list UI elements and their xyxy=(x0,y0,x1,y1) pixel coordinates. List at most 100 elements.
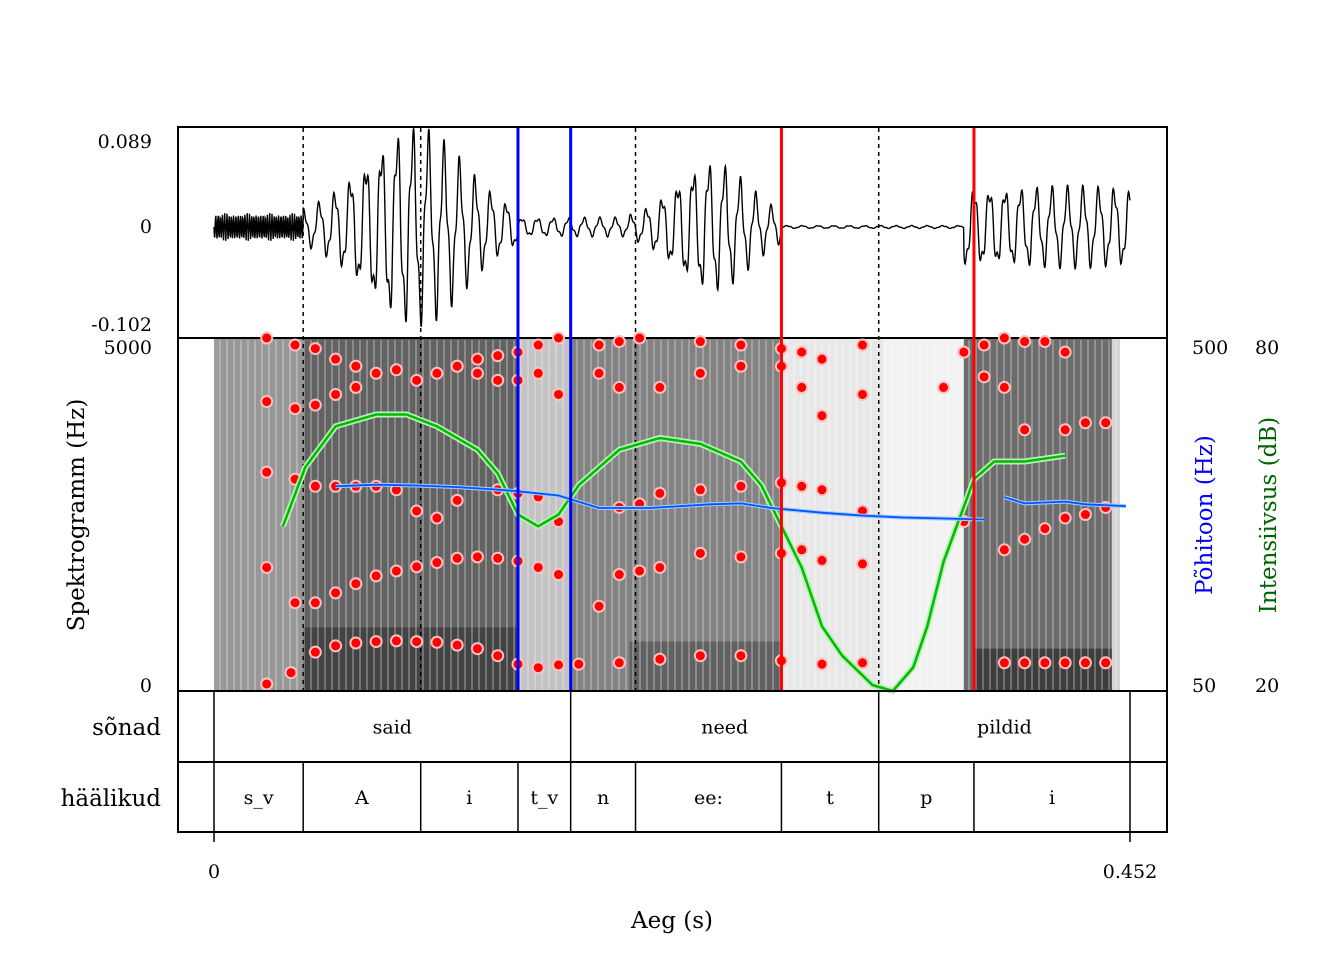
formant-point-f3 xyxy=(997,543,1011,557)
formant-point-f1 xyxy=(1078,656,1092,670)
formant-point-f5 xyxy=(815,352,829,366)
tier-interval-label: need xyxy=(701,717,748,739)
formant-point-f3 xyxy=(1058,511,1072,525)
formant-point-f1 xyxy=(552,658,566,672)
formant-point-f5 xyxy=(450,359,464,373)
intensity-tick-top: 80 xyxy=(1255,337,1279,359)
formant-point-f2 xyxy=(260,560,274,574)
tier-name-words: sõnad xyxy=(92,715,161,741)
formant-point-f2 xyxy=(552,568,566,582)
formant-point-f5 xyxy=(997,331,1011,345)
formant-point-f2 xyxy=(633,564,647,578)
waveform-tick-min: -0.102 xyxy=(91,314,152,336)
spectrogram-image xyxy=(214,339,1120,691)
formant-point-f4 xyxy=(815,409,829,423)
formant-point-f1 xyxy=(693,649,707,663)
chart-overlay xyxy=(260,128,1126,695)
formant-point-f5 xyxy=(349,359,363,373)
formant-point-f5 xyxy=(260,331,274,345)
formant-point-f3 xyxy=(430,511,444,525)
tier-interval-label: said xyxy=(373,717,412,739)
formant-point-f5 xyxy=(693,335,707,349)
formant-point-f4 xyxy=(997,380,1011,394)
formant-point-f4 xyxy=(531,366,545,380)
formant-point-f1 xyxy=(349,636,363,650)
formant-point-f2 xyxy=(329,586,343,600)
tier-frame-segments xyxy=(177,761,1168,833)
formant-point-f1 xyxy=(329,639,343,653)
pitch-tick-bottom: 50 xyxy=(1192,675,1216,697)
tier-interval-label: ee: xyxy=(694,787,723,809)
formant-point-f1 xyxy=(1038,656,1052,670)
pitch-axis-title: Põhitoon (Hz) xyxy=(1192,435,1218,595)
formant-point-f4 xyxy=(552,387,566,401)
pitch-curve-0 xyxy=(335,483,985,521)
spectrogram-low-band-3 xyxy=(973,648,1112,691)
formant-point-f1 xyxy=(1018,656,1032,670)
formant-point-f1 xyxy=(308,645,322,659)
formant-point-f4 xyxy=(288,402,302,416)
formant-point-f5 xyxy=(977,338,991,352)
formant-point-f1 xyxy=(1099,656,1113,670)
formant-point-f3 xyxy=(1038,522,1052,536)
formant-point-f1 xyxy=(284,666,298,680)
formant-point-f3 xyxy=(308,479,322,493)
waveform-frame xyxy=(177,126,1168,339)
formant-point-f3 xyxy=(410,504,424,518)
spectrogram-block-3 xyxy=(570,339,782,690)
formant-point-f1 xyxy=(653,652,667,666)
formant-point-f5 xyxy=(329,352,343,366)
formant-point-f4 xyxy=(1078,416,1092,430)
tier-name-segments: häälikud xyxy=(61,786,162,812)
tier-interval-label: i xyxy=(1049,787,1055,809)
formant-point-f3 xyxy=(260,465,274,479)
formant-point-f5 xyxy=(531,338,545,352)
formant-point-f2 xyxy=(349,577,363,591)
formant-point-f2 xyxy=(430,556,444,570)
formant-point-f1 xyxy=(815,657,829,671)
spectrogram-panel: 5000 0 Spektrogramm (Hz) 500 50 80 20 Põ… xyxy=(64,337,1282,697)
tier-interval-label: n xyxy=(597,787,609,809)
spectrogram-low-band-1 xyxy=(303,627,518,691)
formant-point-f1 xyxy=(430,635,444,649)
formant-point-f2 xyxy=(369,569,383,583)
formant-point-f3 xyxy=(815,483,829,497)
formant-point-f4 xyxy=(349,380,363,394)
formant-point-f3 xyxy=(653,486,667,500)
formant-point-f4 xyxy=(410,373,424,387)
formant-point-f5 xyxy=(1038,335,1052,349)
x-tick-label-0: 0 xyxy=(208,861,220,883)
formant-point-f3 xyxy=(693,483,707,497)
formant-point-f5 xyxy=(855,338,869,352)
formant-point-f3 xyxy=(450,493,464,507)
tier-interval-label: A xyxy=(354,787,369,809)
formant-point-f4 xyxy=(470,366,484,380)
formant-point-f4 xyxy=(592,366,606,380)
tier-interval-label: i xyxy=(466,787,472,809)
formant-point-f4 xyxy=(308,398,322,412)
formant-point-f2 xyxy=(653,560,667,574)
x-axis: 0 0.452 Aeg (s) xyxy=(208,832,1157,934)
formant-point-f2 xyxy=(592,599,606,613)
formant-point-f5 xyxy=(612,335,626,349)
formant-point-f5 xyxy=(288,338,302,352)
formant-point-f2 xyxy=(855,557,869,571)
formant-point-f3 xyxy=(1018,532,1032,546)
formant-point-f5 xyxy=(308,342,322,356)
formant-point-f1 xyxy=(734,649,748,663)
formant-point-f4 xyxy=(977,370,991,384)
formant-point-f2 xyxy=(612,568,626,582)
formant-point-f2 xyxy=(693,546,707,560)
formant-point-f5 xyxy=(470,352,484,366)
formant-point-f2 xyxy=(288,596,302,610)
formant-point-f4 xyxy=(329,387,343,401)
formant-point-f2 xyxy=(470,550,484,564)
formant-point-f3 xyxy=(734,479,748,493)
formant-point-f4 xyxy=(937,380,951,394)
waveform-trace xyxy=(213,128,1131,327)
formant-point-f2 xyxy=(389,564,403,578)
pitch-curve-1 xyxy=(1004,496,1126,507)
formant-point-f4 xyxy=(260,395,274,409)
